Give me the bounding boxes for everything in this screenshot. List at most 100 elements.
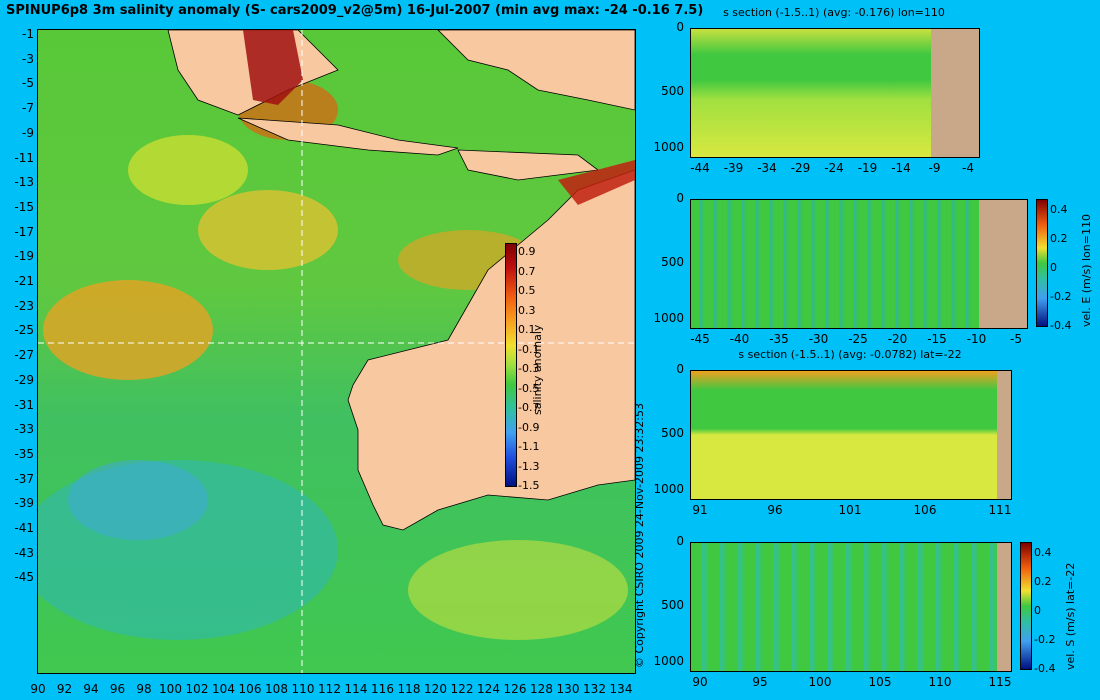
- section-x-tick: -35: [769, 332, 789, 346]
- map-y-tick: -25: [14, 323, 34, 338]
- map-x-tick: 102: [185, 682, 209, 696]
- section-x-tick: -9: [928, 161, 941, 175]
- section-title: s section (-1.5..1) (avg: -0.0782) lat=-…: [738, 348, 962, 361]
- velocity-colorbar-tick: -0.4: [1034, 662, 1056, 675]
- section-x-tick: -15: [927, 332, 947, 346]
- velocity-colorbar-tick: -0.2: [1050, 290, 1072, 303]
- lesser-sunda-land: [457, 149, 600, 181]
- velocity-colorbar-tick: 0.2: [1034, 575, 1052, 588]
- section-x-tick: 95: [752, 675, 768, 689]
- colorbar-tick: 0.3: [518, 303, 536, 317]
- section-panel[interactable]: [690, 28, 980, 158]
- velocity-colorbar-tick: 0: [1034, 604, 1041, 617]
- map-y-tick: -15: [14, 199, 34, 214]
- map-y-tick: -45: [14, 570, 34, 585]
- section-x-tick: 96: [767, 503, 783, 517]
- section-x-tick: 101: [838, 503, 862, 517]
- map-x-tick: 104: [212, 682, 235, 696]
- section-land: [931, 29, 979, 157]
- copyright-text: © Copyright CSIRO 2009 24-Nov-2009 23:32…: [633, 403, 646, 668]
- section-x-tick: -44: [690, 161, 710, 175]
- colorbar-tick: 0.9: [518, 245, 536, 258]
- map-x-tick: 92: [56, 682, 73, 696]
- map-y-tick: -9: [22, 125, 34, 140]
- map-y-tick: -37: [14, 471, 34, 486]
- section-panel[interactable]: [690, 199, 1028, 329]
- map-x-tick: 128: [530, 682, 553, 696]
- map-canvas: [38, 30, 635, 673]
- section-y-tick: 500: [661, 598, 684, 612]
- java-land: [237, 117, 459, 156]
- section-y-tick: 0: [676, 191, 684, 205]
- velocity-colorbar: [1020, 542, 1032, 670]
- section-y-tick: 1000: [653, 482, 684, 496]
- colorbar-tick: -1.5: [518, 479, 540, 492]
- map-y-tick: -41: [14, 521, 34, 535]
- map-x-tick: 94: [83, 682, 99, 696]
- section-y-tick: 500: [661, 84, 684, 98]
- map-y-tick: -27: [14, 348, 34, 363]
- map-y-tick: -31: [14, 397, 34, 412]
- warm-anomaly: [408, 540, 628, 640]
- map-x-tick: 118: [397, 682, 421, 696]
- section-x-tick: -45: [690, 332, 710, 346]
- section-x-tick: 90: [692, 675, 708, 689]
- map-x-tick: 130: [556, 682, 580, 696]
- section-y-tick: 500: [661, 255, 684, 269]
- section-y-tick: 0: [676, 362, 684, 376]
- section-x-tick: 105: [868, 675, 892, 689]
- map-y-tick: -1: [22, 27, 34, 41]
- section-x-tick: -19: [857, 161, 878, 175]
- cool-anomaly: [68, 460, 208, 540]
- velocity-colorbar-tick: -0.4: [1050, 319, 1072, 332]
- map-x-tick: 106: [238, 682, 262, 696]
- colorbar-tick: -1.1: [518, 440, 540, 453]
- colorbar-tick: 0.5: [518, 284, 536, 297]
- map-x-tick: 132: [583, 682, 606, 696]
- map-x-tick: 90: [30, 682, 46, 696]
- page-title: SPINUP6p8 3m salinity anomaly (S- cars20…: [6, 3, 704, 18]
- section-x-tick: 106: [913, 503, 937, 517]
- section-x-tick: 91: [692, 503, 708, 517]
- section-y-tick: 500: [661, 426, 684, 440]
- section-x-tick: -34: [757, 161, 777, 175]
- section-panel[interactable]: [690, 542, 1012, 672]
- section-x-tick: -40: [729, 332, 750, 346]
- salinity-map[interactable]: [37, 29, 636, 674]
- map-x-tick: 100: [159, 682, 182, 696]
- map-x-tick: 98: [136, 682, 152, 696]
- map-x-tick: 108: [265, 682, 288, 696]
- map-x-tick: 120: [424, 682, 447, 696]
- map-x-tick: 134: [609, 682, 633, 696]
- section-x-tick: -25: [848, 332, 868, 346]
- section-x-tick: -29: [790, 161, 811, 175]
- map-y-tick: -21: [14, 274, 34, 288]
- section-title: s section (-1.5..1) (avg: -0.176) lon=11…: [723, 6, 945, 19]
- colorbar-tick: -0.5: [518, 381, 540, 395]
- velocity-colorbar-tick: 0.2: [1050, 232, 1068, 245]
- map-x-tick: 114: [344, 682, 368, 696]
- velocity-colorbar-tick: 0.4: [1050, 203, 1068, 216]
- section-x-tick: 115: [988, 675, 1012, 689]
- warm-anomaly: [43, 280, 213, 380]
- colorbar-tick: 0.7: [518, 264, 536, 278]
- salinity-colorbar: [505, 243, 517, 487]
- colorbar-tick: -0.1: [518, 342, 540, 356]
- section-panel[interactable]: [690, 370, 1012, 500]
- colorbar-tick: -0.3: [518, 362, 540, 375]
- section-x-tick: -39: [723, 161, 744, 175]
- velocity-colorbar: [1036, 199, 1048, 327]
- map-x-tick: 112: [318, 682, 341, 696]
- map-y-tick: -17: [14, 224, 34, 239]
- map-y-tick: -19: [14, 249, 34, 264]
- map-y-tick: -29: [14, 372, 34, 387]
- map-y-tick: -7: [22, 101, 34, 116]
- borneo-sulawesi-land: [437, 30, 635, 111]
- section-x-tick: -20: [887, 332, 908, 346]
- section-x-tick: -5: [1010, 332, 1022, 346]
- section-x-tick: -4: [962, 161, 974, 175]
- section-x-tick: 110: [928, 675, 952, 689]
- section-x-tick: -24: [824, 161, 844, 175]
- section-y-tick: 1000: [653, 654, 684, 668]
- velocity-colorbar-label: vel. E (m/s) lon=110: [1080, 214, 1093, 327]
